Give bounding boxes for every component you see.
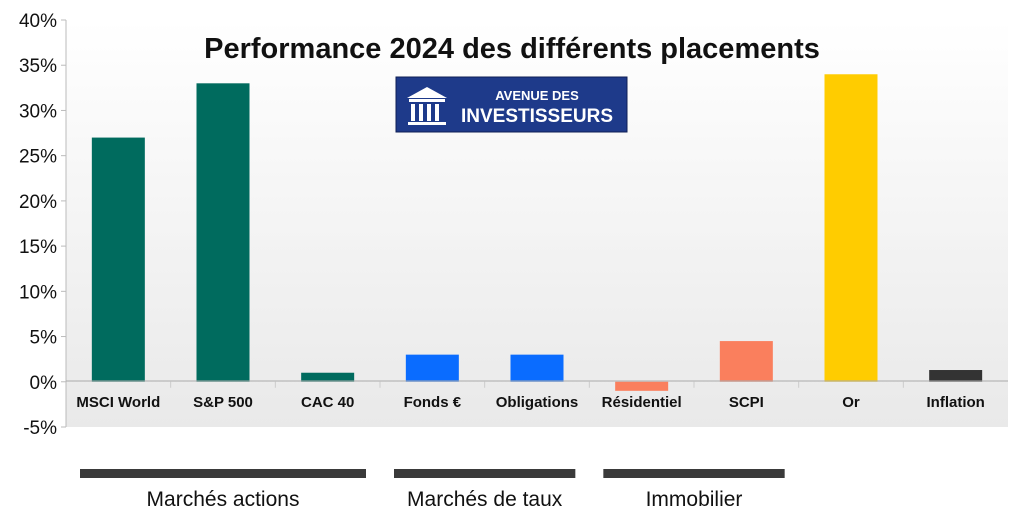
- group-label: Marchés actions: [147, 488, 300, 511]
- bar: [510, 354, 564, 382]
- category-label: CAC 40: [301, 394, 354, 411]
- category-label: Obligations: [496, 394, 579, 411]
- bank-columns-icon: [407, 87, 447, 125]
- group-bracket: [80, 469, 366, 478]
- group-label: Marchés de taux: [407, 488, 563, 511]
- y-tick-label: 25%: [19, 147, 57, 168]
- category-groups: Marchés actions Marchés de taux Immobilier: [80, 469, 785, 511]
- category-label: Inflation: [927, 394, 985, 411]
- bar: [91, 137, 145, 382]
- chart-title: Performance 2024 des différents placemen…: [204, 33, 820, 65]
- bar: [615, 381, 669, 391]
- group-bracket: [394, 469, 576, 478]
- bar: [405, 354, 459, 382]
- category-label: Fonds €: [404, 394, 462, 411]
- bar: [929, 370, 983, 382]
- y-tick-labels: 40% 35% 30% 25% 20% 15% 10% 5% 0% -5%: [19, 11, 66, 439]
- category-label: SCPI: [729, 394, 764, 411]
- y-tick-label: 30%: [19, 101, 57, 122]
- y-tick-label: 5%: [30, 328, 58, 349]
- y-tick-label: 10%: [19, 282, 57, 303]
- group-label: Immobilier: [646, 488, 743, 511]
- y-tick-label: 40%: [19, 11, 57, 32]
- logo-line-2: INVESTISSEURS: [461, 106, 613, 127]
- bar: [196, 83, 250, 382]
- category-label: Résidentiel: [602, 394, 682, 411]
- y-tick-label: 0%: [30, 373, 58, 394]
- logo-background: [395, 76, 628, 133]
- bar: [719, 341, 773, 382]
- category-labels: MSCI World S&P 500 CAC 40 Fonds € Obligation…: [76, 381, 985, 411]
- y-tick-label: 20%: [19, 192, 57, 213]
- bars-group: [91, 74, 983, 391]
- logo-line-1: AVENUE DES: [495, 88, 579, 103]
- group-bracket: [603, 469, 785, 478]
- y-tick-label: 35%: [19, 56, 57, 77]
- brand-logo: AVENUE DES INVESTISSEURS: [395, 76, 628, 133]
- category-label: MSCI World: [76, 394, 160, 411]
- category-label: Or: [842, 394, 860, 411]
- bar: [824, 74, 878, 382]
- category-label: S&P 500: [193, 394, 253, 411]
- y-tick-label: -5%: [23, 418, 57, 439]
- y-tick-label: 15%: [19, 237, 57, 258]
- bar: [301, 372, 355, 382]
